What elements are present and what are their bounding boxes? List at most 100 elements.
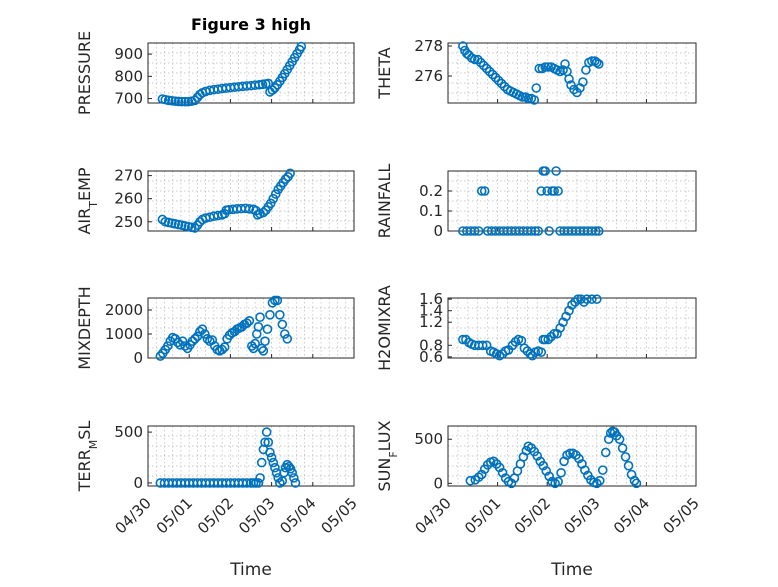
y-axis-label-sun_flux: SUNFLUX	[375, 420, 400, 491]
y-tick-label: 0	[433, 474, 443, 492]
y-tick-label: 0	[433, 222, 443, 240]
data-point	[256, 457, 267, 468]
data-point	[549, 186, 559, 196]
data-point	[265, 309, 275, 320]
y-tick-label: 500	[414, 430, 443, 448]
series-terr_msl	[155, 427, 301, 488]
data-point	[631, 478, 642, 489]
data-point	[257, 79, 268, 90]
series-air_temp	[157, 168, 295, 233]
data-point	[262, 324, 273, 335]
data-point	[167, 95, 177, 106]
data-point	[536, 347, 547, 358]
data-point	[469, 226, 480, 236]
data-point	[180, 341, 190, 351]
data-point	[253, 478, 264, 488]
data-point	[591, 226, 601, 236]
data-point	[605, 428, 616, 438]
y-tick-label: 260	[114, 190, 143, 208]
data-point	[549, 328, 559, 339]
series-h2omixra	[458, 294, 602, 361]
data-point	[190, 223, 200, 233]
data-point	[600, 447, 611, 458]
data-point	[517, 92, 528, 102]
y-tick-label: 1.6	[419, 290, 443, 308]
data-point	[476, 186, 487, 196]
data-point	[162, 341, 173, 351]
data-point	[260, 336, 270, 347]
data-point	[155, 351, 166, 361]
data-point	[183, 96, 194, 107]
data-point	[551, 166, 561, 176]
data-point	[565, 448, 575, 459]
series-theta	[458, 41, 604, 105]
data-point	[476, 469, 487, 480]
data-point	[465, 475, 476, 486]
data-point	[172, 337, 183, 348]
axes-box-h2omixra	[447, 297, 697, 359]
data-point	[272, 295, 283, 306]
data-point	[265, 198, 276, 209]
axes-box-pressure	[147, 42, 355, 104]
data-point	[593, 59, 604, 69]
data-point	[533, 226, 544, 236]
data-point	[282, 333, 293, 344]
data-point	[190, 333, 200, 344]
data-point	[587, 226, 597, 236]
y-tick-label: 0.2	[419, 182, 443, 200]
data-point	[260, 437, 270, 448]
data-point	[242, 318, 252, 329]
data-point	[219, 342, 230, 353]
y-axis-label-terr_msl: TERRMSL	[75, 421, 100, 493]
data-point	[478, 60, 489, 71]
y-tick-label: 1.2	[419, 313, 443, 331]
data-point	[587, 294, 597, 304]
data-point	[534, 63, 545, 74]
data-point	[473, 472, 484, 482]
data-point	[289, 473, 299, 483]
data-point	[569, 84, 579, 95]
y-tick-label: 276	[414, 67, 443, 85]
y-axis-label-mixdepth: MIXDEPTH	[75, 286, 94, 369]
x-axis-label: Time	[229, 560, 272, 580]
data-point	[487, 69, 498, 80]
y-tick-label: 0.8	[419, 336, 443, 354]
data-point	[603, 434, 614, 445]
data-point	[250, 338, 260, 349]
data-point	[496, 78, 507, 89]
data-point	[279, 329, 290, 339]
data-point	[493, 75, 504, 86]
data-point	[582, 294, 592, 304]
data-point	[540, 62, 551, 72]
data-point	[593, 226, 604, 236]
y-tick-label: 700	[114, 90, 143, 108]
data-point	[285, 168, 295, 179]
data-point	[620, 452, 631, 462]
data-point	[506, 478, 517, 489]
data-point	[255, 312, 265, 323]
data-point	[280, 174, 291, 184]
data-point	[270, 189, 281, 199]
axes-box-sun_flux	[447, 425, 697, 487]
data-point	[543, 62, 553, 72]
data-point	[484, 66, 495, 77]
data-point	[277, 319, 288, 330]
data-point	[488, 456, 499, 467]
data-point	[564, 74, 574, 84]
data-point	[258, 207, 269, 218]
figure-title: Figure 3 high	[191, 15, 311, 34]
data-point	[170, 96, 180, 107]
data-point	[268, 193, 279, 204]
data-point	[525, 349, 536, 359]
data-point	[207, 335, 218, 345]
series-rainfall	[458, 166, 604, 236]
data-point	[591, 57, 602, 68]
data-point	[180, 96, 190, 107]
data-point	[530, 226, 541, 236]
y-tick-label: 500	[114, 423, 143, 441]
data-point	[200, 329, 210, 339]
data-point	[544, 471, 554, 482]
data-point	[574, 453, 584, 464]
data-point	[541, 466, 552, 476]
panel-air_temp: 250 260 270 AIRTEMP	[75, 167, 355, 235]
